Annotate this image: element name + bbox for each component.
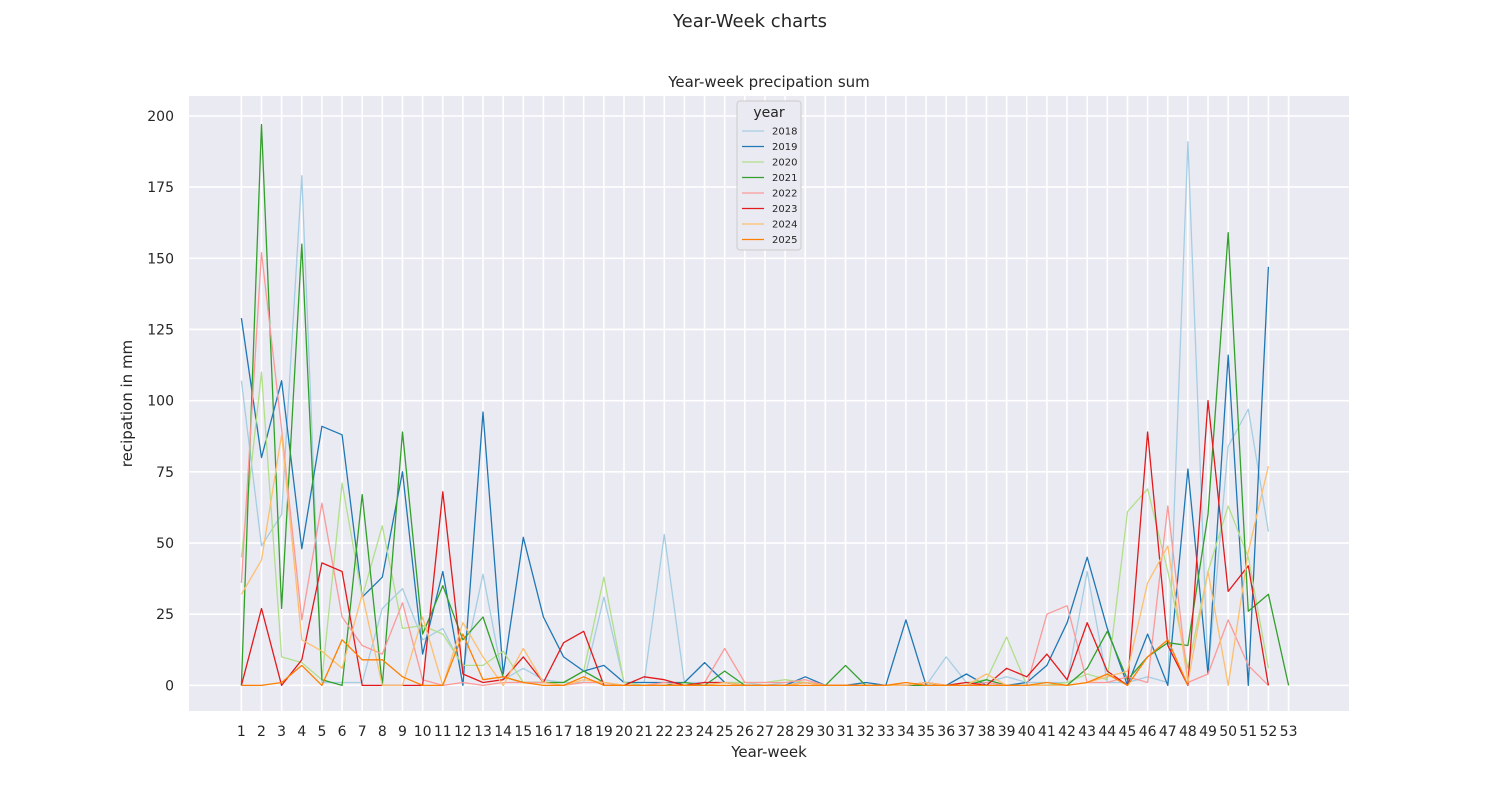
legend: year 2018 2019 2020 2021 2022 2023 2024 2025: [736, 100, 802, 251]
x-tick-label: 47: [1159, 724, 1177, 740]
legend-box: [736, 100, 802, 251]
legend-items: 2018 2019 2020 2021 2022 2023 2024 2025: [742, 127, 797, 246]
y-tick-label: 100: [147, 394, 174, 410]
x-tick-label: 19: [595, 724, 613, 740]
x-tick-label: 15: [514, 724, 532, 740]
y-tick-label: 175: [147, 180, 174, 196]
y-tick-label: 150: [147, 251, 174, 267]
x-tick-label: 13: [474, 724, 492, 740]
x-tick-label: 42: [1058, 724, 1076, 740]
chart-title: Year-week precipation sum: [667, 73, 870, 91]
x-tick-label: 35: [917, 724, 935, 740]
legend-label: 2019: [772, 142, 797, 153]
y-tick-label: 75: [156, 465, 174, 481]
series-line-2025: [241, 633, 1189, 687]
x-tick-label: 6: [338, 724, 347, 740]
y-axis-ticks: 0 25 50 75 100 125 150 175 200: [147, 109, 174, 694]
x-axis-title: Year-week: [730, 743, 807, 761]
x-tick-label: 18: [575, 724, 593, 740]
x-tick-label: 46: [1139, 724, 1157, 740]
x-tick-label: 41: [1038, 724, 1056, 740]
x-tick-label: 8: [378, 724, 387, 740]
x-tick-label: 40: [1018, 724, 1036, 740]
x-tick-label: 39: [998, 724, 1016, 740]
x-tick-label: 23: [676, 724, 694, 740]
x-tick-label: 33: [877, 724, 895, 740]
x-tick-label: 14: [494, 724, 512, 740]
y-tick-label: 200: [147, 109, 174, 125]
x-tick-label: 7: [358, 724, 367, 740]
series-lines: [240, 123, 1290, 687]
x-tick-label: 50: [1219, 724, 1237, 740]
x-tick-label: 21: [635, 724, 653, 740]
legend-label: 2024: [772, 220, 797, 231]
x-tick-label: 1: [237, 724, 246, 740]
legend-label: 2018: [772, 127, 797, 138]
x-tick-label: 4: [297, 724, 306, 740]
y-tick-label: 50: [156, 536, 174, 552]
x-tick-label: 48: [1179, 724, 1197, 740]
x-tick-label: 22: [655, 724, 673, 740]
x-tick-label: 17: [555, 724, 573, 740]
x-tick-label: 30: [816, 724, 834, 740]
x-tick-label: 5: [317, 724, 326, 740]
legend-label: 2022: [772, 189, 797, 200]
x-tick-label: 45: [1119, 724, 1137, 740]
x-tick-label: 9: [398, 724, 407, 740]
legend-label: 2023: [772, 204, 797, 215]
x-tick-label: 51: [1239, 724, 1257, 740]
x-tick-label: 49: [1199, 724, 1217, 740]
x-tick-label: 24: [696, 724, 714, 740]
x-tick-label: 2: [257, 724, 266, 740]
x-tick-label: 12: [454, 724, 472, 740]
x-tick-label: 25: [716, 724, 734, 740]
x-tick-label: 52: [1260, 724, 1278, 740]
x-tick-label: 29: [796, 724, 814, 740]
legend-label: 2025: [772, 235, 797, 246]
x-tick-label: 11: [434, 724, 452, 740]
x-tick-label: 38: [978, 724, 996, 740]
y-tick-label: 25: [156, 607, 174, 623]
x-tick-label: 43: [1078, 724, 1096, 740]
y-tick-label: 125: [147, 322, 174, 338]
series-line-2022: [240, 251, 1269, 687]
legend-label: 2020: [772, 158, 797, 169]
x-tick-label: 20: [615, 724, 633, 740]
x-tick-label: 10: [414, 724, 432, 740]
x-tick-label: 27: [756, 724, 774, 740]
x-tick-label: 32: [857, 724, 875, 740]
x-tick-label: 31: [837, 724, 855, 740]
x-tick-label: 26: [736, 724, 754, 740]
x-tick-label: 3: [277, 724, 286, 740]
x-tick-label: 37: [957, 724, 975, 740]
x-tick-label: 28: [776, 724, 794, 740]
legend-label: 2021: [772, 173, 797, 184]
x-tick-label: 44: [1098, 724, 1116, 740]
x-tick-label: 34: [897, 724, 915, 740]
figure-suptitle: Year-Week charts: [673, 11, 827, 32]
y-tick-label: 0: [165, 678, 174, 694]
series-line-2018: [240, 140, 1270, 687]
x-axis-ticks: 1 2 3 4 5 6 7 8 9 10 11 12 13 14 15 16 17 18 19 20 21 22 23 24 2…: [237, 724, 1298, 740]
x-tick-label: 16: [535, 724, 553, 740]
x-tick-label: 53: [1280, 724, 1298, 740]
x-tick-label: 36: [937, 724, 955, 740]
legend-title: year: [753, 105, 784, 121]
y-axis-title: recipation in mm: [118, 340, 136, 467]
